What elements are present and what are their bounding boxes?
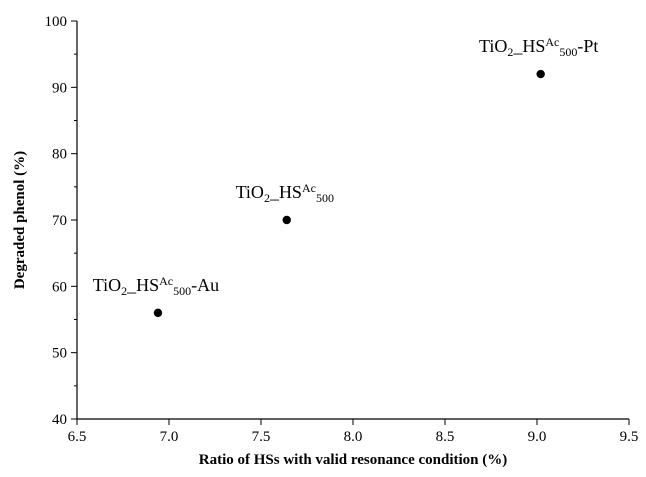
x-tick-label: 7.0: [160, 429, 179, 445]
y-axis-ticks: 40 50 60 70 80 90 100: [45, 14, 77, 428]
y-tick-label: 40: [52, 412, 67, 428]
data-point: [153, 308, 163, 318]
x-tick-label: 8.5: [436, 429, 455, 445]
x-tick-label: 9.5: [620, 429, 639, 445]
data-point: [282, 215, 291, 225]
x-tick-label: 9.0: [528, 429, 547, 445]
data-points: [153, 69, 545, 318]
x-tick-label: 8.0: [344, 429, 363, 445]
y-tick-label: 80: [52, 147, 67, 163]
y-tick-label: 100: [45, 14, 68, 30]
data-point-label: TiO2_HSAc500: [236, 181, 334, 205]
data-point-label: TiO2_HSAc500-Au: [93, 274, 219, 298]
x-axis-ticks: 6.5 7.0 7.5 8.0 8.5 9.0 9.5: [68, 419, 639, 445]
y-axis-title: Degraded phenol (%): [12, 151, 28, 289]
y-tick-label: 70: [52, 213, 67, 229]
axes: [76, 21, 629, 420]
x-tick-label: 6.5: [68, 429, 87, 445]
data-point: [536, 69, 545, 79]
y-tick-label: 90: [52, 80, 67, 96]
y-tick-label: 60: [52, 279, 67, 295]
x-axis-title: Ratio of HSs with valid resonance condit…: [199, 452, 508, 468]
y-tick-label: 50: [52, 346, 67, 362]
data-point-label: TiO2_HSAc500-Pt: [479, 35, 598, 59]
x-tick-label: 7.5: [252, 429, 271, 445]
data-point-labels: TiO2_HSAc500-Au TiO2_HSAc500 TiO2_HSAc500-…: [93, 35, 599, 298]
